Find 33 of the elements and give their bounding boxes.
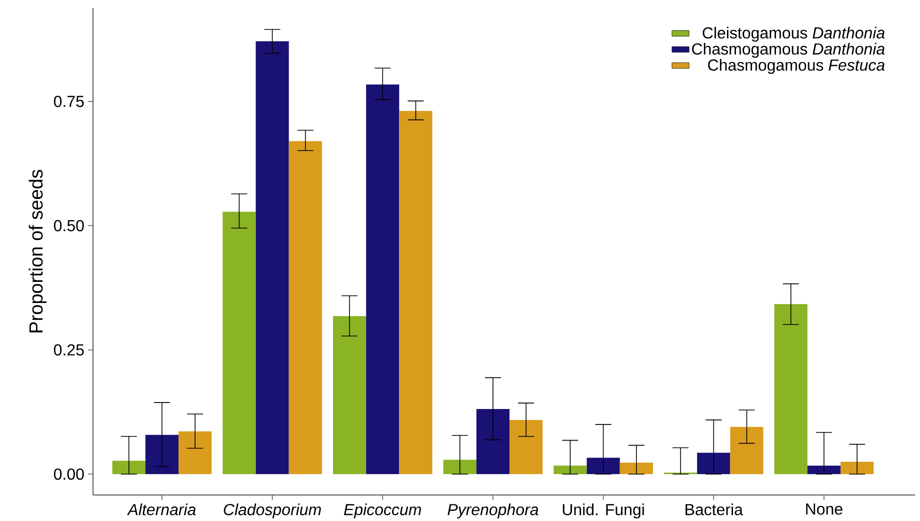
- bar: [586, 458, 620, 474]
- x-tick-label: Cladosporium: [224, 504, 321, 518]
- legend-label: Cleistogamous Danthonia: [702, 26, 885, 42]
- bar: [840, 462, 874, 474]
- bar: [510, 420, 543, 474]
- bar: [774, 304, 808, 474]
- y-tick-label: 0.75: [54, 96, 84, 108]
- bar: [178, 431, 212, 474]
- bar: [476, 409, 510, 474]
- bar: [256, 41, 289, 474]
- bar: [288, 141, 322, 474]
- bar: [366, 84, 400, 474]
- bar: [399, 110, 432, 474]
- x-tick-label: None: [806, 504, 842, 515]
- bar: [554, 466, 587, 474]
- bar: [222, 212, 256, 474]
- bar: [443, 460, 476, 474]
- y-tick-label: 0.00: [54, 468, 84, 480]
- x-tick-label: Bacteria: [686, 504, 743, 516]
- bar: [332, 316, 366, 474]
- y-tick-label: 0.50: [54, 220, 84, 232]
- bar: [620, 462, 653, 474]
- bar: [807, 466, 841, 474]
- bar: [730, 426, 764, 474]
- y-axis-title: Proportion of seeds: [28, 170, 46, 332]
- legend-label: Chasmogamous Danthonia: [692, 42, 885, 58]
- x-tick-label: Epicoccum: [344, 504, 421, 518]
- bar: [112, 460, 146, 474]
- x-tick-label: Unid. Fungi: [562, 504, 644, 518]
- x-tick-label: Pyrenophora: [448, 504, 538, 518]
- y-tick-label: 0.25: [54, 344, 84, 356]
- legend-label: Chasmogamous Festuca: [708, 58, 885, 74]
- x-tick-label: Alternaria: [126, 504, 196, 516]
